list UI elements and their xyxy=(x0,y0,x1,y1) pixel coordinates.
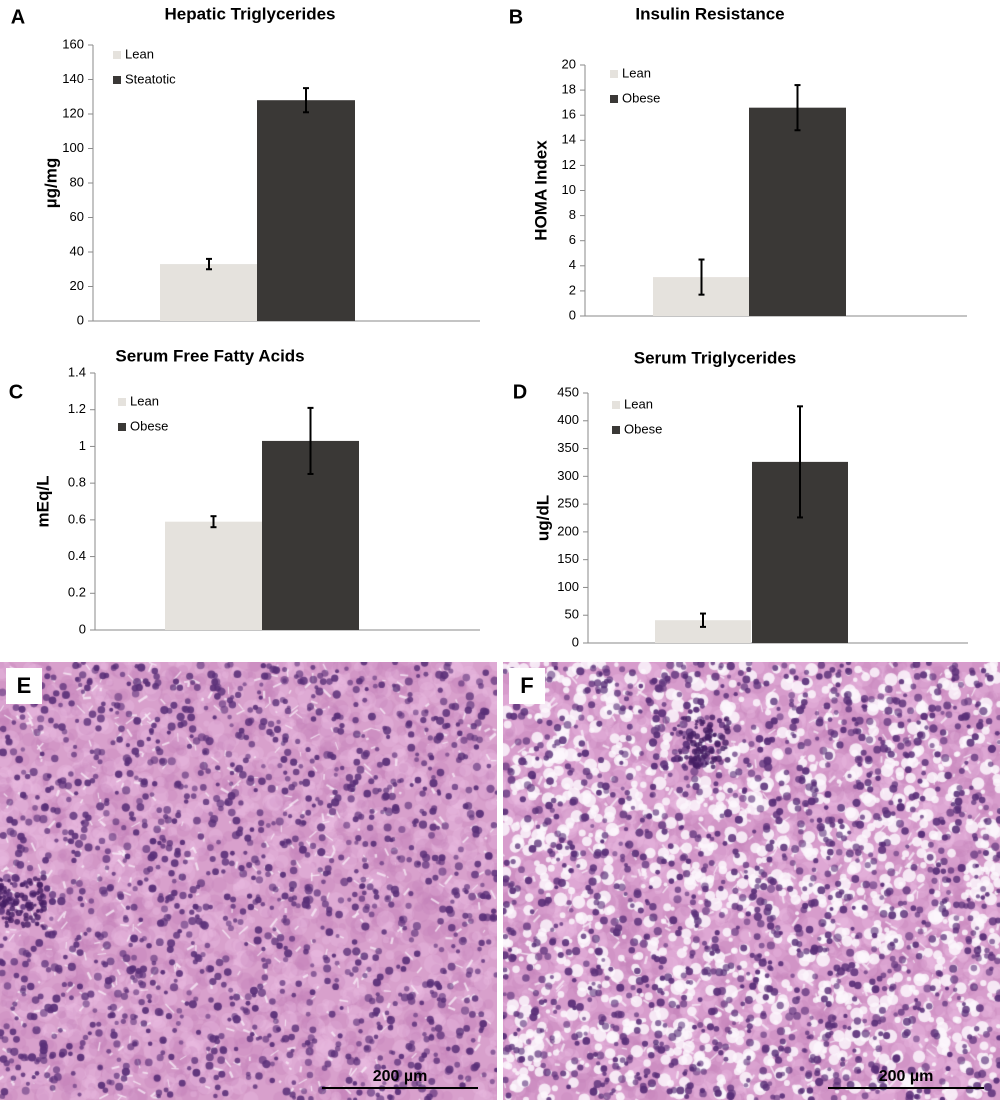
chart-panel-b: B Insulin Resistance HOMA Index 0 2 4 6 8 10 12 14… xyxy=(500,0,1000,330)
y-tick-label: 450 xyxy=(557,384,579,399)
legend-swatch-obese xyxy=(610,95,618,103)
chart-svg-d: D Serum Triglycerides ug/dL 0 50 100 150 200 250… xyxy=(513,348,968,649)
y-tick-label: 80 xyxy=(70,174,84,189)
y-tick-label: 400 xyxy=(557,412,579,427)
y-tick-label: 18 xyxy=(562,82,576,97)
chart-panel-d: D Serum Triglycerides ug/dL 0 50 100 150 200 250… xyxy=(500,335,1000,650)
panel-label-f: F xyxy=(509,668,545,704)
scale-bar-f xyxy=(828,1087,984,1089)
bar-steatotic xyxy=(257,100,355,321)
legend-swatch-lean xyxy=(610,70,618,78)
y-tick-label: 1.2 xyxy=(68,401,86,416)
y-axis-label: mEq/L xyxy=(33,476,52,528)
legend-label-obese: Obese xyxy=(130,418,168,433)
y-tick-label: 1 xyxy=(79,438,86,453)
legend-label-lean: Lean xyxy=(622,65,651,80)
y-tick-label: 140 xyxy=(62,71,84,86)
scale-bar-label-e: 200 µm xyxy=(372,1068,428,1085)
error-bar-lean xyxy=(698,258,705,296)
chart-title: Insulin Resistance xyxy=(635,4,784,23)
legend-swatch-lean xyxy=(113,51,121,59)
bar-lean xyxy=(160,264,258,321)
y-tick-label: 20 xyxy=(70,278,84,293)
legend-swatch-steatotic xyxy=(113,76,121,84)
panel-label-e: E xyxy=(6,668,42,704)
y-tick-label: 350 xyxy=(557,440,579,455)
y-tick-label: 0.6 xyxy=(68,511,86,526)
error-bar-obese xyxy=(797,405,803,519)
scale-bar-label-f: 200 µm xyxy=(878,1068,934,1085)
error-bar-lean xyxy=(206,257,212,271)
chart-svg-c: C Serum Free Fatty Acids mEq/L 0 0.2 0.4 0.6 0.… xyxy=(9,346,480,636)
y-tick-label: 0 xyxy=(569,307,576,322)
y-tick-label: 12 xyxy=(562,157,576,172)
y-axis-label: µg/mg xyxy=(41,158,60,208)
bar-lean xyxy=(165,521,262,630)
legend-swatch-lean xyxy=(612,401,620,409)
y-axis-label: HOMA Index xyxy=(531,140,550,241)
bar-obese xyxy=(749,107,846,316)
chart-svg-a: A Hepatic Triglycerides µg/mg 0 20 40 60 80 100 1… xyxy=(11,4,480,327)
y-tick-label: 100 xyxy=(62,140,84,155)
y-tick-label: 40 xyxy=(70,243,84,258)
bar-lean xyxy=(655,620,751,643)
error-bar-steatotic xyxy=(303,87,309,114)
micrograph-e-image xyxy=(0,662,497,1100)
y-tick-label: 100 xyxy=(557,579,579,594)
legend-swatch-obese xyxy=(118,423,126,431)
legend-swatch-lean xyxy=(118,398,126,406)
panel-label: D xyxy=(513,381,527,403)
micrograph-f-image xyxy=(503,662,1000,1100)
y-tick-label: 50 xyxy=(565,607,579,622)
y-tick-label: 1.4 xyxy=(68,364,86,379)
error-bar-obese xyxy=(307,406,314,475)
micrograph-e: E 200 µm xyxy=(0,662,497,1100)
y-tick-label: 16 xyxy=(562,107,576,122)
chart-title: Hepatic Triglycerides xyxy=(164,4,335,23)
y-tick-label: 160 xyxy=(62,36,84,51)
y-tick-label: 0 xyxy=(79,621,86,636)
y-tick-label: 250 xyxy=(557,496,579,511)
y-axis-label: ug/dL xyxy=(533,495,552,541)
y-tick-label: 8 xyxy=(569,207,576,222)
legend-label-lean: Lean xyxy=(125,46,154,61)
legend-label-obese: Obese xyxy=(624,421,662,436)
y-tick-label: 0 xyxy=(77,312,84,327)
error-bar-obese xyxy=(794,84,801,132)
y-tick-label: 14 xyxy=(562,132,576,147)
chart-svg-b: B Insulin Resistance HOMA Index 0 2 4 6 8 10 12 14… xyxy=(509,4,967,322)
y-tick-label: 10 xyxy=(562,182,576,197)
panel-label: B xyxy=(509,6,523,28)
y-tick-label: 200 xyxy=(557,523,579,538)
error-bar-lean xyxy=(210,515,217,529)
y-tick-label: 120 xyxy=(62,105,84,120)
legend-label-obese: Obese xyxy=(622,90,660,105)
y-tick-label: 0.2 xyxy=(68,585,86,600)
legend-label-lean: Lean xyxy=(130,393,159,408)
legend-swatch-obese xyxy=(612,426,620,434)
panel-label: C xyxy=(9,381,23,403)
y-tick-label: 6 xyxy=(569,232,576,247)
y-tick-label: 0 xyxy=(572,634,579,649)
y-tick-label: 0.4 xyxy=(68,548,86,563)
legend-label-steatotic: Steatotic xyxy=(125,71,176,86)
y-tick-label: 20 xyxy=(562,56,576,71)
micrograph-f: F 200 µm xyxy=(503,662,1000,1100)
y-tick-label: 4 xyxy=(569,257,576,272)
chart-title: Serum Free Fatty Acids xyxy=(115,346,304,365)
legend-label-lean: Lean xyxy=(624,396,653,411)
y-tick-label: 150 xyxy=(557,551,579,566)
chart-title: Serum Triglycerides xyxy=(634,348,797,367)
y-tick-label: 2 xyxy=(569,282,576,297)
y-tick-label: 60 xyxy=(70,209,84,224)
chart-panel-c: C Serum Free Fatty Acids mEq/L 0 0.2 0.4 0.6 0.… xyxy=(0,335,500,650)
y-tick-label: 0.8 xyxy=(68,475,86,490)
panel-label: A xyxy=(11,6,25,28)
error-bar-lean xyxy=(700,612,706,628)
chart-panel-a: A Hepatic Triglycerides µg/mg 0 20 40 60 80 100 1… xyxy=(0,0,500,330)
y-tick-label: 300 xyxy=(557,468,579,483)
scale-bar-e xyxy=(322,1087,478,1089)
